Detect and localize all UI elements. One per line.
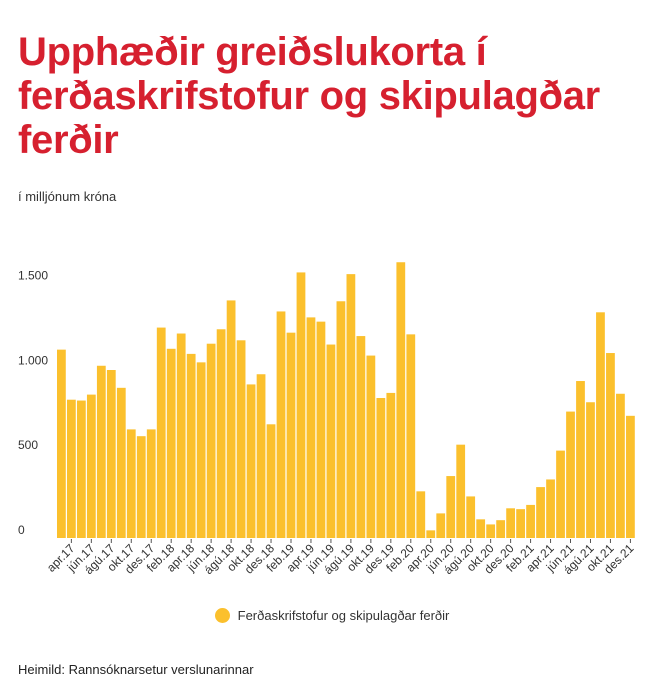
bar xyxy=(96,365,106,538)
bar-chart: 0 500 1.000 1.500 apr.17jún.17ágú.17okt.17d… xyxy=(18,262,637,577)
bar xyxy=(116,387,126,538)
bar xyxy=(506,508,515,538)
bar xyxy=(366,355,376,538)
bar xyxy=(486,524,496,538)
x-axis: apr.17jún.17ágú.17okt.17des.17feb.18apr.… xyxy=(44,539,637,577)
bar xyxy=(586,402,595,538)
bar xyxy=(436,513,446,538)
bar xyxy=(316,321,326,538)
bar xyxy=(616,393,625,538)
bar xyxy=(576,381,585,538)
bar xyxy=(396,262,406,538)
bar xyxy=(76,400,86,538)
bar xyxy=(446,476,456,538)
chart-subtitle: í milljónum króna xyxy=(18,189,117,204)
bar xyxy=(336,301,346,538)
bar xyxy=(186,353,196,538)
bar xyxy=(106,370,116,538)
bar xyxy=(426,530,436,538)
bar xyxy=(476,519,486,538)
bar xyxy=(226,300,236,538)
bar xyxy=(246,384,256,538)
bar xyxy=(456,444,466,538)
bar xyxy=(496,520,506,538)
legend: Ferðaskrifstofur og skipulagðar ferðir xyxy=(0,608,664,623)
bar xyxy=(206,343,216,538)
y-tick-label: 1.500 xyxy=(18,268,48,282)
bar xyxy=(296,272,306,538)
bar xyxy=(266,424,276,538)
bar xyxy=(156,327,166,538)
bar xyxy=(236,340,246,538)
bar xyxy=(166,348,176,538)
y-tick-label: 0 xyxy=(18,523,25,537)
bars xyxy=(57,262,635,538)
bar xyxy=(466,496,476,538)
bar xyxy=(356,336,366,538)
bar xyxy=(566,411,575,538)
bar xyxy=(57,349,66,538)
bar xyxy=(376,398,386,538)
bar xyxy=(546,479,555,538)
bar xyxy=(416,491,426,538)
bar xyxy=(536,487,545,538)
bar xyxy=(196,362,206,538)
y-tick-label: 1.000 xyxy=(18,353,48,367)
bar xyxy=(326,344,336,538)
bar xyxy=(526,504,535,538)
bar xyxy=(596,312,605,538)
y-axis: 0 500 1.000 1.500 xyxy=(18,268,48,537)
bar xyxy=(216,329,226,538)
bar xyxy=(516,509,525,538)
bar xyxy=(286,332,296,538)
bar xyxy=(606,353,615,538)
bar xyxy=(556,450,565,538)
bar xyxy=(126,429,136,538)
bar xyxy=(386,392,396,538)
source-note: Heimild: Rannsóknarsetur verslunarinnar xyxy=(18,662,254,677)
bar xyxy=(626,415,635,538)
legend-swatch xyxy=(214,608,230,623)
legend-label: Ferðaskrifstofur og skipulagðar ferðir xyxy=(237,608,450,623)
bar xyxy=(306,317,316,538)
bar xyxy=(256,374,266,538)
chart-title: Upphæðir greiðslukorta í ferðaskrifstofu… xyxy=(18,30,600,162)
bar xyxy=(86,394,96,538)
bar xyxy=(66,399,76,538)
bar xyxy=(176,333,186,538)
bar xyxy=(406,334,416,538)
y-tick-label: 500 xyxy=(18,438,38,452)
bar xyxy=(346,274,356,538)
bar xyxy=(276,311,286,538)
bar xyxy=(136,436,146,538)
bar xyxy=(146,429,156,538)
